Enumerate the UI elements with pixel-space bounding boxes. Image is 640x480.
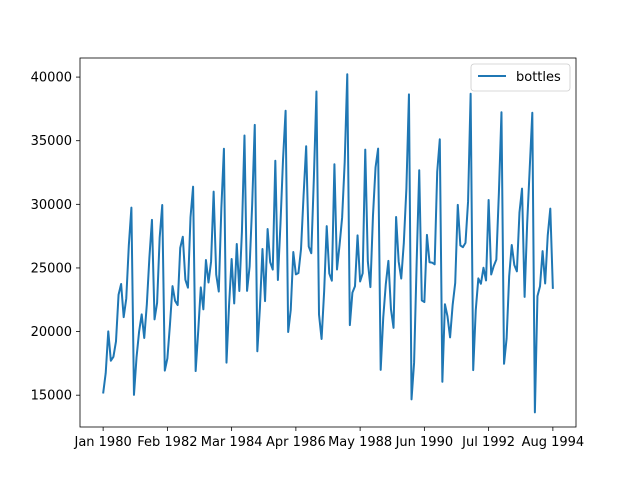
legend-box bbox=[470, 63, 571, 92]
axes: Jan 1980 Feb 1982 Mar 1984 Apr 1986 May 1988… bbox=[31, 57, 584, 450]
y-tick-label: 15000 bbox=[31, 389, 72, 404]
x-axis: Jan 1980 Feb 1982 Mar 1984 Apr 1986 May 1988… bbox=[73, 427, 584, 450]
x-tick-label: Feb 1982 bbox=[137, 435, 197, 450]
legend: bottles bbox=[470, 63, 571, 92]
legend-label-bottles: bottles bbox=[516, 70, 561, 85]
y-tick-label: 20000 bbox=[31, 325, 72, 340]
plot-area bbox=[102, 73, 554, 414]
x-tick-label: Jun 1990 bbox=[395, 435, 454, 450]
x-tick-label: Jan 1980 bbox=[73, 435, 131, 450]
y-axis: 15000 20000 25000 30000 35000 40000 bbox=[31, 71, 80, 404]
series-line-bottles bbox=[102, 73, 554, 414]
y-tick-label: 25000 bbox=[31, 261, 72, 276]
x-tick-label: Aug 1994 bbox=[522, 435, 585, 450]
y-tick-label: 35000 bbox=[31, 134, 72, 149]
x-tick-label: Mar 1984 bbox=[201, 435, 263, 450]
x-tick-label: Apr 1986 bbox=[266, 435, 326, 450]
y-tick-label: 30000 bbox=[31, 198, 72, 213]
x-tick-label: Jul 1992 bbox=[461, 435, 515, 450]
axes-frame bbox=[79, 57, 577, 428]
x-tick-label: May 1988 bbox=[328, 435, 392, 450]
y-tick-label: 40000 bbox=[31, 71, 72, 86]
